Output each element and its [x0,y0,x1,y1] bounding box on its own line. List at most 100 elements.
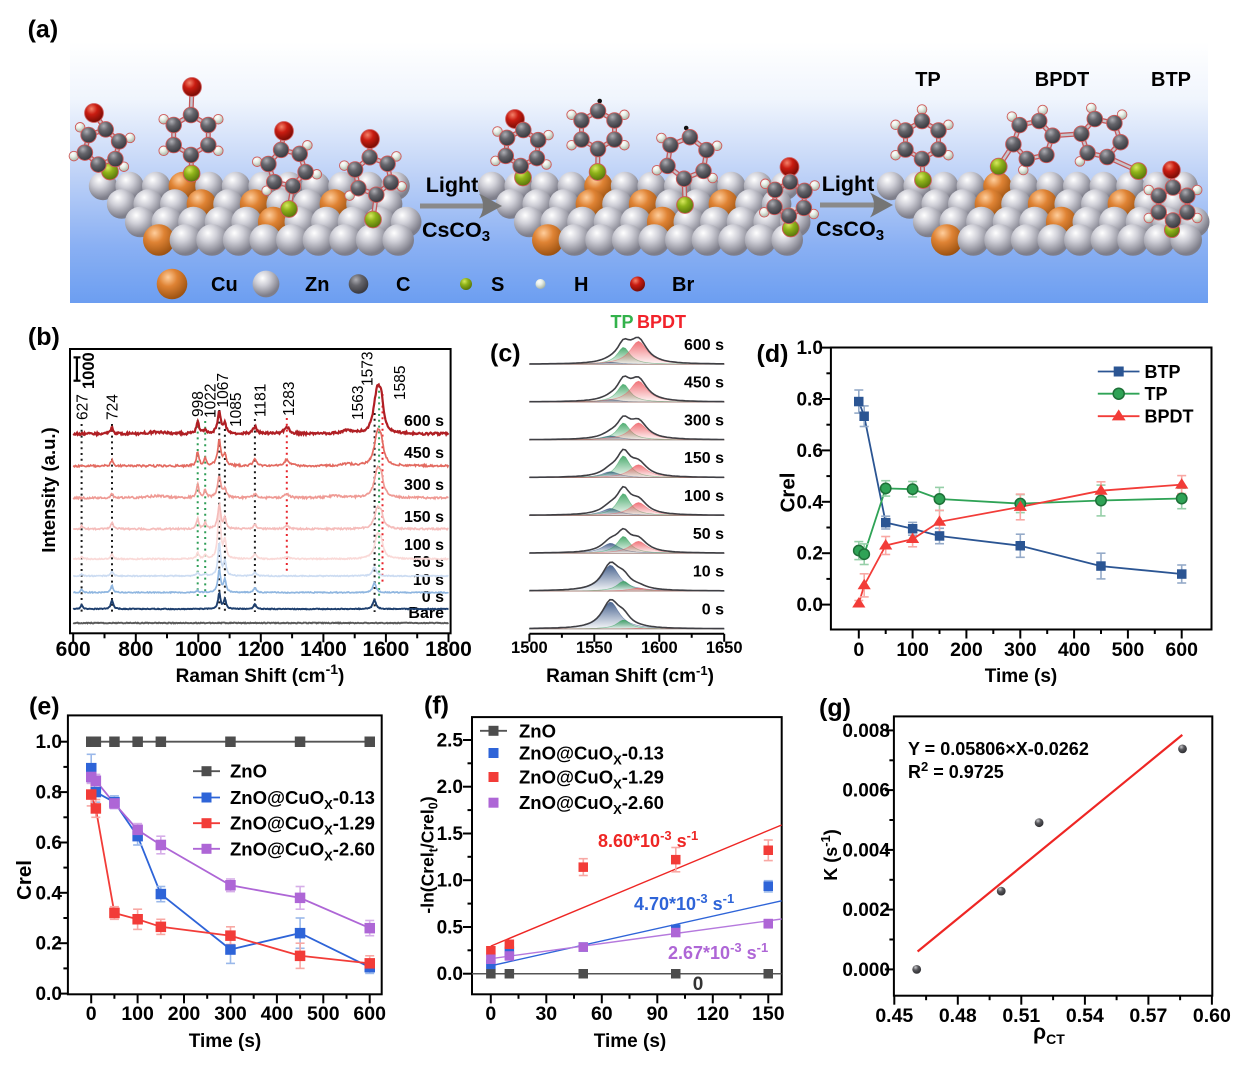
svg-text:1573: 1573 [359,352,376,386]
svg-text:1585: 1585 [392,366,409,400]
svg-text:60: 60 [591,1003,613,1025]
svg-text:1600: 1600 [363,638,410,661]
svg-text:600: 600 [56,638,91,661]
svg-text:(b): (b) [28,323,60,351]
svg-text:(d): (d) [757,340,789,368]
svg-text:100: 100 [896,639,929,661]
svg-text:Y = 0.05806×X-0.0262: Y = 0.05806×X-0.0262 [908,739,1089,759]
svg-text:0.008: 0.008 [842,721,890,742]
svg-text:1500: 1500 [511,639,548,657]
svg-text:2.0: 2.0 [437,777,463,798]
svg-text:600 s: 600 s [404,413,444,430]
svg-text:CsCO3: CsCO3 [816,217,884,244]
svg-text:0.6: 0.6 [796,441,822,462]
svg-text:600: 600 [353,1003,386,1025]
svg-text:1283: 1283 [281,382,298,416]
svg-text:150: 150 [752,1003,785,1025]
svg-text:1400: 1400 [300,638,347,661]
svg-text:-ln(Crelt/Crel0): -ln(Crelt/Crel0) [418,796,441,913]
svg-text:BPDT: BPDT [637,312,686,332]
svg-text:(f): (f) [424,692,449,720]
svg-text:90: 90 [646,1003,668,1025]
svg-text:50 s: 50 s [693,526,724,543]
svg-text:0.0: 0.0 [796,595,822,616]
svg-text:0.0: 0.0 [35,984,61,1005]
svg-text:1.5: 1.5 [437,824,464,845]
svg-text:ZnO: ZnO [230,761,267,782]
svg-text:300: 300 [1004,639,1037,661]
svg-text:Light: Light [426,173,479,197]
svg-text:400: 400 [261,1003,294,1025]
svg-text:(g): (g) [819,694,851,722]
svg-text:0.8: 0.8 [35,783,61,804]
svg-text:100: 100 [121,1003,154,1025]
svg-text:120: 120 [697,1003,730,1025]
svg-text:0.006: 0.006 [842,781,890,802]
svg-text:0.0: 0.0 [437,964,463,985]
svg-text:S: S [491,274,504,296]
svg-text:0.4: 0.4 [35,883,62,904]
svg-text:0.57: 0.57 [1129,1005,1167,1027]
svg-text:150 s: 150 s [684,450,724,467]
svg-text:1.0: 1.0 [437,871,463,892]
svg-text:0.8: 0.8 [796,390,822,411]
svg-text:0.6: 0.6 [35,833,61,854]
svg-text:1800: 1800 [425,638,472,661]
svg-text:0: 0 [485,1003,496,1025]
svg-text:BTP: BTP [1145,362,1181,382]
svg-text:2.67*10-3 s-1: 2.67*10-3 s-1 [668,940,768,963]
svg-text:450 s: 450 s [684,375,724,392]
svg-text:1600: 1600 [641,639,678,657]
svg-text:0.60: 0.60 [1193,1005,1231,1027]
svg-text:1563: 1563 [350,386,367,420]
svg-text:100 s: 100 s [684,488,724,505]
svg-text:200: 200 [168,1003,201,1025]
svg-text:400: 400 [1058,639,1091,661]
svg-text:50 s: 50 s [413,554,444,571]
svg-text:Br: Br [672,274,694,296]
svg-text:627: 627 [75,394,92,420]
svg-text:0 s: 0 s [702,601,724,618]
svg-text:1000: 1000 [175,638,222,661]
svg-text:ZnO: ZnO [519,720,556,741]
svg-text:30: 30 [535,1003,557,1025]
svg-text:Zn: Zn [305,274,329,296]
svg-text:200: 200 [950,639,983,661]
svg-text:TP: TP [915,69,941,91]
svg-text:BPDT: BPDT [1035,69,1089,91]
svg-text:300: 300 [214,1003,247,1025]
svg-text:1550: 1550 [576,639,613,657]
svg-text:0: 0 [693,974,704,995]
svg-text:(e): (e) [29,693,60,721]
svg-text:600 s: 600 s [684,337,724,354]
svg-text:10 s: 10 s [693,564,724,581]
svg-text:0.2: 0.2 [35,934,61,955]
svg-text:(a): (a) [28,16,59,44]
svg-text:1.0: 1.0 [35,732,61,753]
svg-text:0.000: 0.000 [842,960,890,981]
svg-text:0.2: 0.2 [796,544,822,565]
svg-text:1200: 1200 [237,638,284,661]
svg-text:Cu: Cu [211,274,238,296]
svg-text:CsCO3: CsCO3 [422,218,490,245]
svg-text:Light: Light [822,172,875,196]
svg-text:Time (s): Time (s) [189,1031,262,1052]
svg-text:500: 500 [307,1003,340,1025]
svg-text:1181: 1181 [252,384,269,417]
svg-text:TP: TP [1145,384,1168,404]
svg-text:1650: 1650 [706,639,743,657]
svg-text:Crel: Crel [777,473,800,513]
svg-text:500: 500 [1112,639,1145,661]
svg-text:H: H [574,274,588,296]
svg-text:724: 724 [105,394,122,420]
svg-text:1.0: 1.0 [796,338,822,359]
svg-text:0.002: 0.002 [842,900,890,921]
svg-text:0.5: 0.5 [437,918,464,939]
svg-text:0.004: 0.004 [842,840,890,861]
svg-text:0.48: 0.48 [939,1005,977,1027]
svg-text:Intensity (a.u.): Intensity (a.u.) [38,427,59,552]
svg-text:2.5: 2.5 [437,731,464,752]
svg-text:Time (s): Time (s) [594,1031,667,1052]
svg-text:0: 0 [853,639,864,661]
svg-text:8.60*10-3 s-1: 8.60*10-3 s-1 [598,828,698,851]
